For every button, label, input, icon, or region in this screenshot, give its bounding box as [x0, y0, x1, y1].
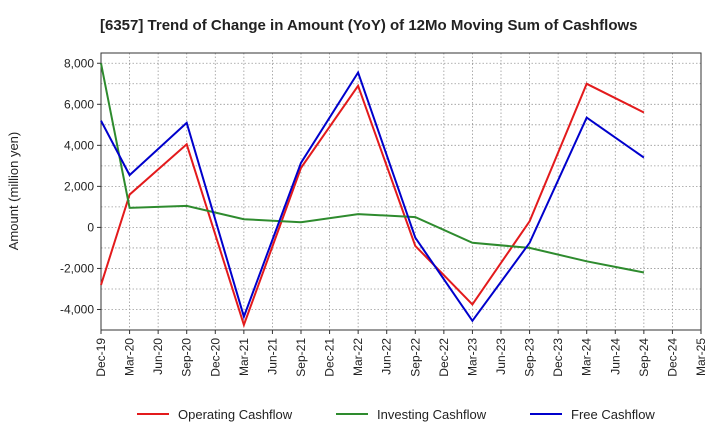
x-tick-label: Jun-22 — [380, 338, 394, 375]
x-tick-label: Jun-20 — [151, 338, 165, 375]
x-tick-label: Dec-23 — [551, 338, 565, 377]
x-tick-label: Mar-24 — [580, 338, 594, 376]
chart-title: [6357] Trend of Change in Amount (YoY) o… — [100, 17, 638, 34]
x-tick-label: Dec-21 — [323, 338, 337, 377]
series-line-2 — [100, 70, 645, 323]
x-tick-label: Mar-25 — [694, 338, 708, 376]
axes: -4,000 -2,000 0 2,000 4,000 6,000 8,000 Dec-19 M… — [60, 52, 708, 377]
x-tick-label: Sep-24 — [637, 338, 651, 377]
x-tick-label: Mar-22 — [351, 338, 365, 376]
x-tick-label: Dec-20 — [208, 338, 222, 377]
x-tick-label: Mar-20 — [123, 338, 137, 376]
x-tick-label: Dec-24 — [665, 338, 679, 377]
x-tick-label: Jun-21 — [265, 338, 279, 375]
legend-label: Investing Cashflow — [377, 407, 487, 422]
y-tick-label: -4,000 — [60, 302, 94, 316]
y-tick-label: 8,000 — [64, 56, 94, 70]
plot-frame — [100, 52, 702, 331]
grid — [100, 53, 702, 331]
series-lines — [100, 63, 645, 329]
legend: Operating Cashflow Investing Cashflow Free… — [137, 407, 655, 422]
series-line-0 — [100, 82, 645, 329]
x-tick-label: Dec-22 — [437, 338, 451, 377]
x-tick-label: Mar-23 — [465, 338, 479, 376]
x-tick-label: Sep-22 — [408, 338, 422, 377]
legend-label: Operating Cashflow — [178, 407, 293, 422]
x-tick-label: Dec-19 — [94, 338, 108, 377]
legend-label: Free Cashflow — [571, 407, 655, 422]
x-tick-label: Jun-24 — [608, 338, 622, 375]
y-tick-label: 6,000 — [64, 97, 94, 111]
y-axis-label: Amount (million yen) — [6, 132, 21, 251]
series-line-1 — [100, 63, 645, 274]
x-tick-label: Mar-21 — [237, 338, 251, 376]
y-tick-label: 4,000 — [64, 138, 94, 152]
y-tick-label: -2,000 — [60, 261, 94, 275]
y-tick-label: 0 — [87, 220, 94, 234]
x-tick-label: Jun-23 — [494, 338, 508, 375]
x-tick-label: Sep-20 — [180, 338, 194, 377]
x-tick-label: Sep-21 — [294, 338, 308, 377]
y-tick-label: 2,000 — [64, 179, 94, 193]
x-tick-label: Sep-23 — [523, 338, 537, 377]
